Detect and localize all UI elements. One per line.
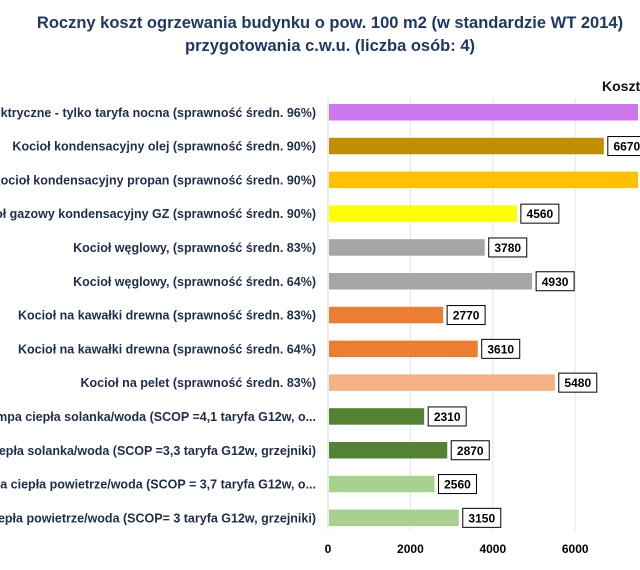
x-tick-label: 6000 xyxy=(562,542,589,556)
category-label: Ogrzewanie elektryczne - tylko taryfa no… xyxy=(0,106,316,120)
value-label-box xyxy=(427,406,467,427)
category-label: Pompa ciepła powietrze/woda (SCOP = 3,7 … xyxy=(0,478,316,492)
x-tick-label: 2000 xyxy=(397,542,424,556)
bar xyxy=(329,374,555,391)
bar xyxy=(329,171,638,189)
category-label: Pompa ciepła solanka/woda (SCOP =4,1 tar… xyxy=(0,410,316,424)
value-label: 4560 xyxy=(527,207,554,221)
chart-title-line-1: Roczny koszt ogrzewania budynku o pow. 1… xyxy=(36,14,624,32)
value-label: 2770 xyxy=(453,309,480,323)
category-label: Kocioł na pelet (sprawność średn. 83%) xyxy=(81,376,316,390)
chart-title-line-2: przygotowania c.w.u. (liczba osób: 4) xyxy=(185,37,475,55)
bar xyxy=(329,509,459,527)
value-label: 5480 xyxy=(564,376,591,390)
value-label-box xyxy=(450,440,490,461)
value-label-box xyxy=(462,507,502,528)
value-label: 6670 xyxy=(613,140,640,154)
category-label: Kocioł węglowy, (sprawność średn. 83%) xyxy=(73,241,316,255)
category-label: Kocioł na kawałki drewna (sprawność śred… xyxy=(18,309,316,323)
value-label-box xyxy=(535,271,575,292)
chart-title: Roczny koszt ogrzewania budynku o pow. 1… xyxy=(0,12,640,58)
bar xyxy=(329,306,444,324)
value-label-box xyxy=(607,136,640,157)
bar xyxy=(329,475,435,493)
value-label-box xyxy=(446,305,486,326)
category-label: Kocioł kondensacyjny olej (sprawność śre… xyxy=(12,140,316,154)
bar xyxy=(329,137,604,155)
value-label: 3780 xyxy=(494,241,521,255)
value-label: 3610 xyxy=(487,342,514,356)
category-label: Kocioł węglowy, (sprawność średn. 64%) xyxy=(73,275,316,289)
bar xyxy=(329,442,448,459)
legend-label: Koszt xyxy=(602,78,640,94)
category-label: Kocioł kondensacyjny propan (sprawność ś… xyxy=(0,173,316,187)
bar xyxy=(329,205,517,222)
value-label-box xyxy=(558,372,598,393)
value-label-box xyxy=(481,338,521,359)
bar xyxy=(329,340,478,358)
value-label-box xyxy=(488,237,528,258)
bar xyxy=(329,273,533,290)
value-label: 2870 xyxy=(457,444,484,458)
value-label-box xyxy=(437,474,477,495)
value-label: 2560 xyxy=(444,478,471,492)
value-label: 3150 xyxy=(468,511,495,525)
bar xyxy=(329,408,425,425)
value-label: 4930 xyxy=(542,275,569,289)
bar xyxy=(329,239,485,256)
value-label-box xyxy=(520,203,560,224)
x-tick-label: 0 xyxy=(325,542,332,556)
category-label: Kocioł gazowy kondensacyjny GZ (sprawnoś… xyxy=(0,207,316,221)
category-label: Kocioł na kawałki drewna (sprawność śred… xyxy=(18,342,316,356)
category-label: Pompa ciepła powietrze/woda (SCOP= 3 tar… xyxy=(0,511,316,525)
x-tick-label: 4000 xyxy=(479,542,506,556)
category-label: Pompa ciepła solanka/woda (SCOP =3,3 tar… xyxy=(0,444,316,458)
value-label: 2310 xyxy=(434,410,461,424)
bar xyxy=(329,104,638,121)
